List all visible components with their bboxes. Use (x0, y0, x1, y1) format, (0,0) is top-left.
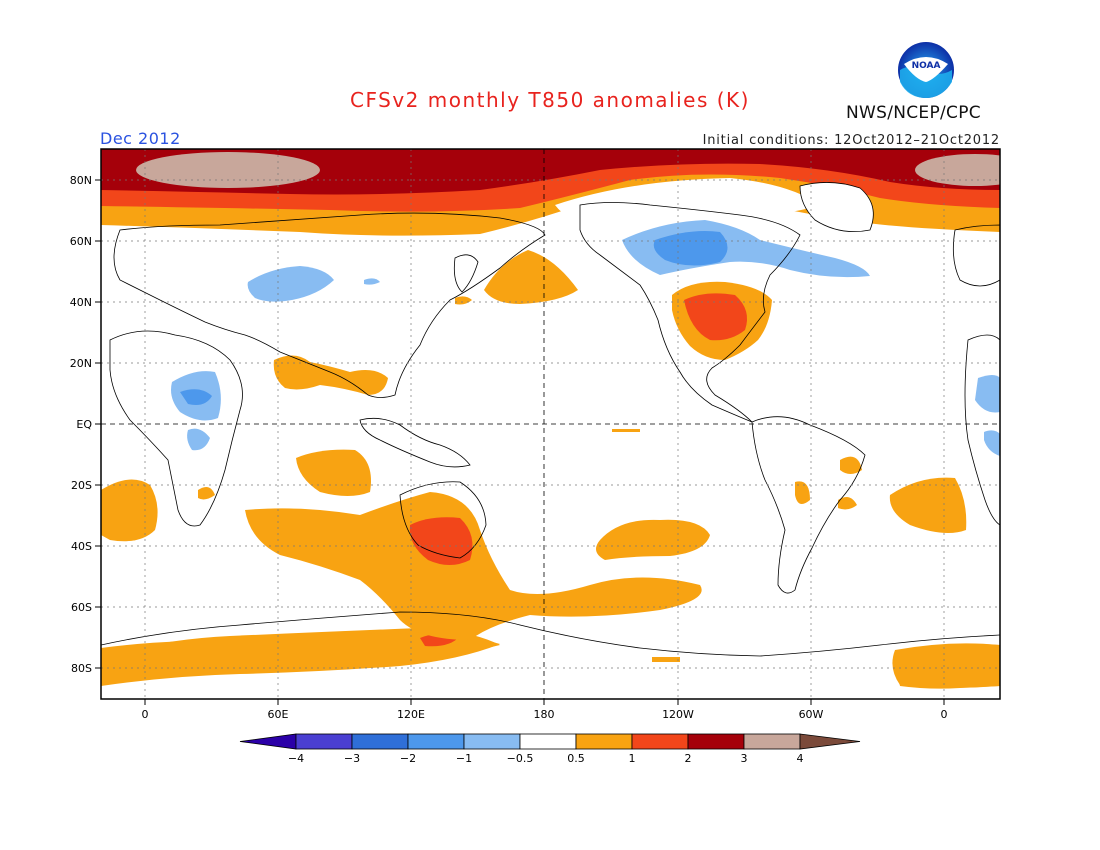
colorbar-swatch (575, 733, 633, 750)
australia-warm-region (245, 492, 702, 640)
svg-text:NOAA: NOAA (912, 61, 941, 71)
colorbar-label: 3 (741, 752, 748, 765)
colorbar-swatch (631, 733, 689, 750)
initial-conditions: Initial conditions: 12Oct2012–21Oct2012 (702, 133, 1000, 148)
lon-label: 120E (397, 708, 425, 721)
colorbar-label: −3 (344, 752, 360, 765)
lon-label: 60W (799, 708, 824, 721)
lat-label: EQ (76, 418, 92, 431)
lon-label: 60E (268, 708, 289, 721)
map-gridlines (101, 149, 1000, 699)
colorbar-label: 1 (629, 752, 636, 765)
eurasia-coast (113, 212, 546, 398)
africa-coast (109, 330, 243, 527)
colorbar-label: −1 (456, 752, 472, 765)
lat-label: 80S (71, 662, 92, 675)
lon-label: 0 (941, 708, 948, 721)
antarctica-coast (101, 611, 1000, 657)
lat-label: 20N (70, 357, 92, 370)
noaa-logo-icon: NOAA (898, 42, 954, 98)
colorbar-label: −0.5 (507, 752, 534, 765)
colorbar-swatch (407, 733, 465, 750)
colorbar-legend: −4 −3 −2 −1 −0.5 0.5 1 2 3 4 (239, 733, 861, 765)
north-america-coast (579, 202, 801, 423)
lat-label: 60N (70, 235, 92, 248)
lat-label: 40S (71, 540, 92, 553)
colorbar-arrow-low (239, 733, 297, 750)
colorbar-label: 0.5 (567, 752, 585, 765)
colorbar-swatch (463, 733, 521, 750)
lat-label: 80N (70, 174, 92, 187)
australia-coast (399, 481, 487, 559)
lon-label: 0 (142, 708, 149, 721)
colorbar-arrow-high (799, 733, 861, 750)
lon-label: 120W (662, 708, 694, 721)
lat-label: 20S (71, 479, 92, 492)
org-label: NWS/NCEP/CPC (846, 103, 981, 123)
colorbar-swatch (295, 733, 353, 750)
lat-label: 60S (71, 601, 92, 614)
colorbar-swatch (687, 733, 745, 750)
colorbar-swatch (519, 733, 577, 750)
chart-title: CFSv2 monthly T850 anomalies (K) (350, 88, 750, 112)
colorbar-label: 4 (797, 752, 804, 765)
colorbar-label: 2 (685, 752, 692, 765)
south-america-coast (751, 416, 866, 594)
lat-label: 40N (70, 296, 92, 309)
colorbar-label: −2 (400, 752, 416, 765)
colorbar-label: −4 (288, 752, 304, 765)
colorbar-swatch (743, 733, 801, 750)
lon-label: 180 (534, 708, 555, 721)
colorbar-swatch (351, 733, 409, 750)
south-asia-warm-region (273, 355, 388, 395)
forecast-month: Dec 2012 (100, 129, 181, 148)
greenland-coast (799, 182, 874, 233)
